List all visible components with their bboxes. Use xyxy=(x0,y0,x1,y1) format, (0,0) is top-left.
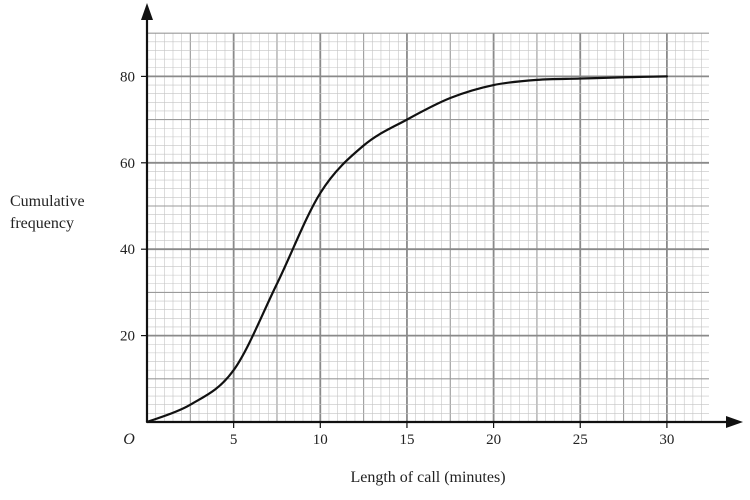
x-tick-label: 25 xyxy=(573,432,588,448)
x-axis-arrowhead xyxy=(726,416,743,428)
x-tick-label: 20 xyxy=(486,432,501,448)
y-tick-label: 20 xyxy=(120,329,135,345)
y-axis-label-line-2: frequency xyxy=(10,215,74,232)
y-tick-label: 80 xyxy=(120,69,135,85)
y-tick-label: 40 xyxy=(120,242,135,258)
grid xyxy=(147,32,709,422)
origin-label: O xyxy=(123,431,135,448)
x-axis-label: Length of call (minutes) xyxy=(350,469,505,486)
x-tick-label: 15 xyxy=(399,432,414,448)
x-tick-label: 5 xyxy=(230,432,238,448)
labels: O Length of call (minutes) Cumulative fr… xyxy=(10,69,674,486)
x-tick-label: 10 xyxy=(313,432,328,448)
y-tick-label: 60 xyxy=(120,156,135,172)
curve-layer xyxy=(145,75,668,424)
y-axis-label-line-1: Cumulative xyxy=(10,193,85,210)
axes xyxy=(141,3,743,428)
x-tick-label: 30 xyxy=(659,432,674,448)
y-axis-arrowhead xyxy=(141,3,153,20)
cumulative-frequency-curve-0 xyxy=(145,75,668,424)
